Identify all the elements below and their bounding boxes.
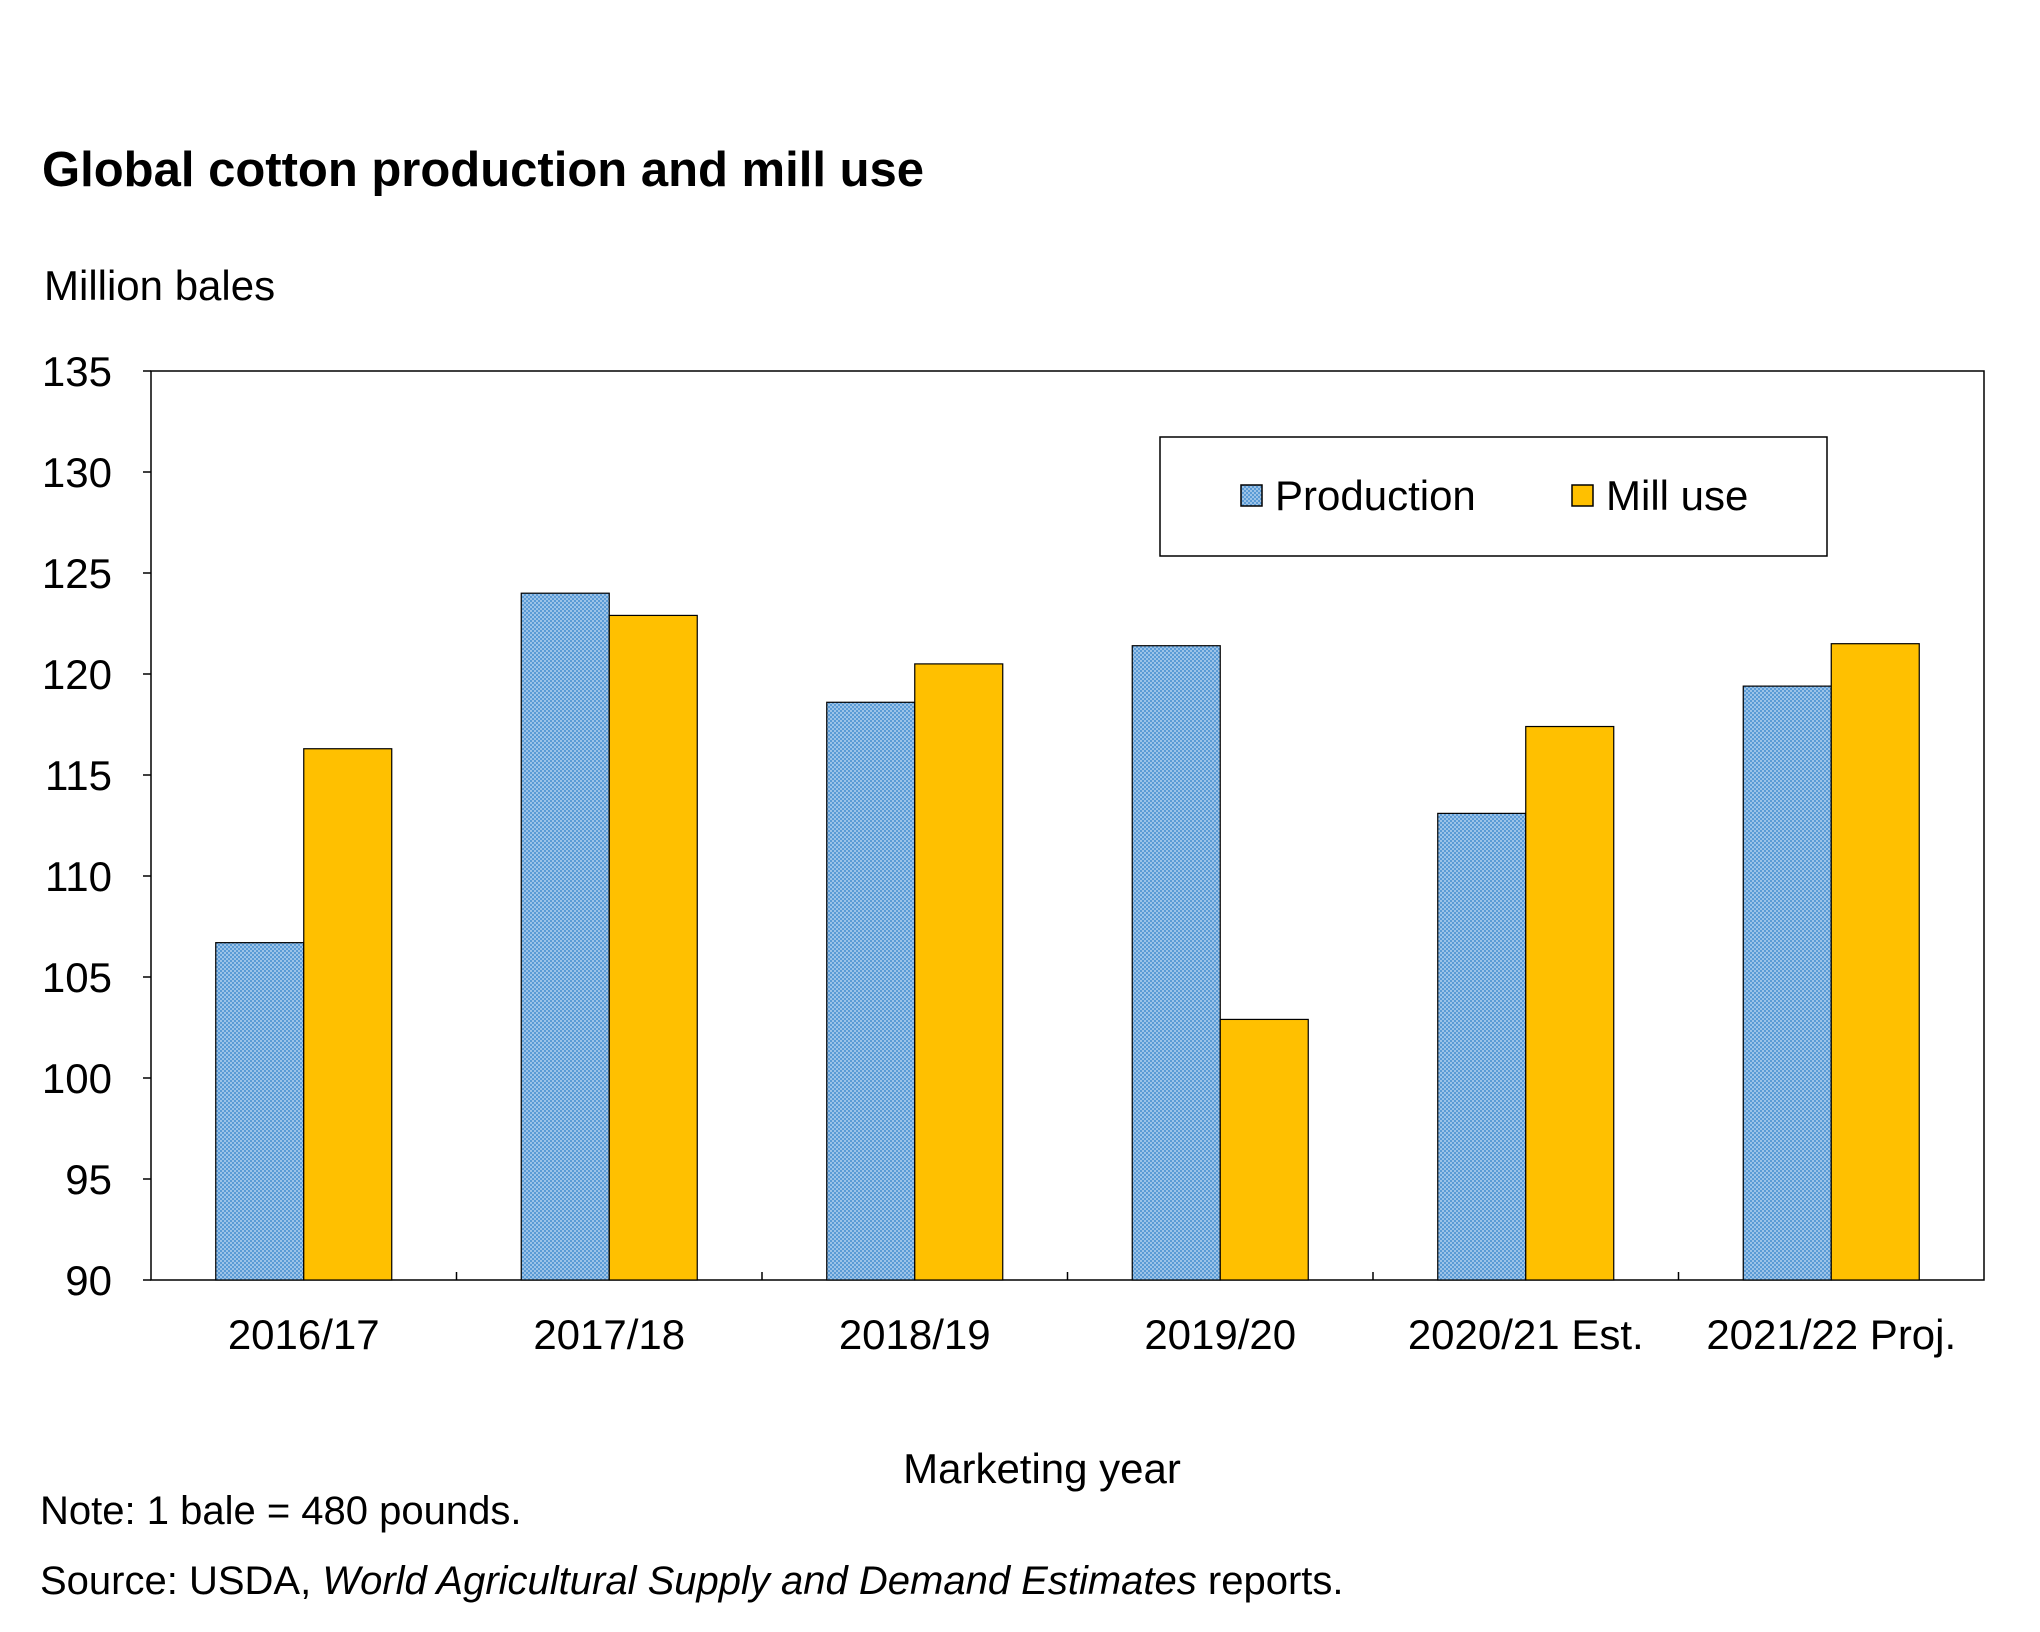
legend-box xyxy=(1159,436,1828,557)
source-prefix: Source: USDA, xyxy=(40,1559,322,1603)
chart-title: Global cotton production and mill use xyxy=(42,143,924,197)
bar-production xyxy=(520,592,610,1281)
bar-mill-use xyxy=(608,614,698,1281)
legend: Production Mill use xyxy=(1159,436,1828,557)
legend-swatch-mill-use xyxy=(1571,484,1594,507)
y-tick-label: 135 xyxy=(42,348,112,395)
source-suffix: reports. xyxy=(1197,1559,1344,1603)
x-axis-label: Marketing year xyxy=(903,1445,1181,1492)
x-axis xyxy=(455,1272,1680,1280)
bar-production xyxy=(215,942,305,1281)
footnote: Note: 1 bale = 480 pounds. xyxy=(40,1489,521,1533)
y-tick-label: 100 xyxy=(42,1055,112,1102)
y-tick-label: 105 xyxy=(42,954,112,1001)
legend-label-mill-use: Mill use xyxy=(1606,472,1748,519)
x-tick-label: 2016/17 xyxy=(228,1311,380,1358)
bar-mill-use xyxy=(1525,725,1615,1281)
y-tick-label: 95 xyxy=(65,1156,112,1203)
x-tick-label: 2019/20 xyxy=(1144,1311,1296,1358)
x-tick-label: 2020/21 Est. xyxy=(1408,1311,1644,1358)
y-tick-label: 110 xyxy=(45,853,112,900)
x-tick-labels: 2016/17 2017/18 2018/19 2019/20 2020/21 Est.… xyxy=(228,1311,1956,1358)
y-tick-label: 130 xyxy=(42,449,112,496)
x-tick-label: 2017/18 xyxy=(533,1311,685,1358)
source-line: Source: USDA, World Agricultural Supply … xyxy=(40,1559,1344,1603)
y-axis: 90 95 100 105 110 115 120 125 130 135 xyxy=(42,348,151,1304)
legend-swatch-production xyxy=(1240,484,1263,507)
source-publication-title: World Agricultural Supply and Demand Est… xyxy=(322,1559,1196,1603)
x-tick-label: 2021/22 Proj. xyxy=(1706,1311,1956,1358)
y-tick-label: 125 xyxy=(42,550,112,597)
bar-mill-use xyxy=(1219,1018,1309,1281)
y-tick-label: 90 xyxy=(65,1257,112,1304)
bar-production xyxy=(1437,812,1527,1281)
bar-mill-use xyxy=(1830,643,1920,1281)
x-tick-label: 2018/19 xyxy=(839,1311,991,1358)
bar-production xyxy=(1742,685,1832,1281)
bar-production xyxy=(826,701,916,1281)
legend-label-production: Production xyxy=(1275,472,1476,519)
bar-production xyxy=(1131,645,1221,1281)
bar-mill-use xyxy=(914,663,1004,1281)
bar-mill-use xyxy=(303,748,393,1281)
y-tick-label: 120 xyxy=(42,651,112,698)
y-tick-label: 115 xyxy=(45,752,112,799)
bar-series xyxy=(215,592,1920,1281)
y-axis-label: Million bales xyxy=(44,262,275,309)
